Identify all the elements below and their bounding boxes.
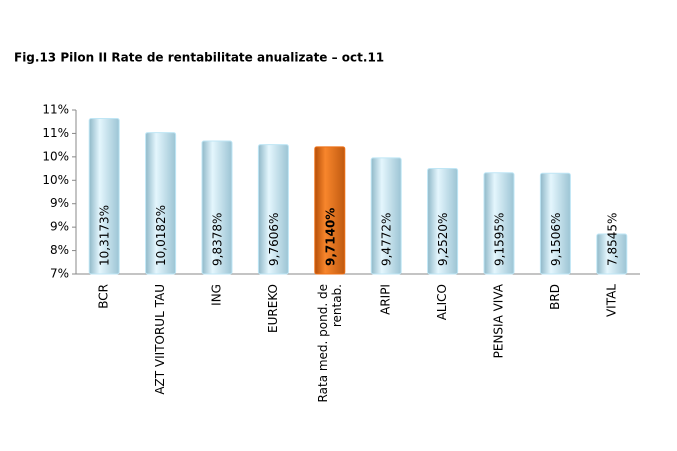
bar	[596, 233, 628, 275]
x-tick-label: AZT VIITORUL TAU	[153, 284, 167, 395]
bar	[427, 167, 459, 275]
bar	[483, 172, 515, 275]
y-tick-label: 8%	[50, 243, 69, 257]
y-tick-label: 10%	[42, 149, 69, 163]
value-label: 9,2520%	[436, 213, 450, 266]
x-tick-label: ING	[210, 284, 224, 306]
bar	[201, 140, 233, 275]
y-tick-label: 11%	[42, 126, 69, 140]
x-tick-label: VITAL	[604, 284, 618, 317]
x-tick-label: Rata med. pond. derentab.	[315, 284, 343, 402]
value-label: 10,3173%	[98, 205, 112, 266]
bar	[88, 118, 120, 275]
bar	[370, 157, 402, 275]
value-label: 9,7140%	[323, 208, 337, 266]
bar	[257, 144, 289, 275]
value-label: 9,1506%	[549, 213, 563, 266]
chart-title: Fig.13 Pilon II Rate de rentabilitate an…	[14, 51, 384, 65]
x-tick-label: BRD	[548, 284, 562, 310]
value-label: 9,8378%	[211, 213, 225, 266]
value-label: 9,1595%	[493, 213, 507, 266]
y-tick-label: 11%	[42, 103, 69, 117]
value-label: 7,8545%	[605, 213, 619, 266]
x-tick-label: ARIPI	[379, 284, 393, 315]
x-tick-label: PENSIA VIVA	[492, 283, 506, 358]
value-label: 10,0182%	[154, 205, 168, 266]
x-tick-label: EUREKO	[266, 284, 280, 333]
x-tick-label: BCR	[97, 284, 111, 309]
value-label: 9,7606%	[267, 213, 281, 266]
bar	[314, 146, 346, 275]
y-tick-label: 7%	[50, 267, 69, 281]
value-label: 9,4772%	[380, 213, 394, 266]
y-tick-label: 10%	[42, 173, 69, 187]
bar	[145, 132, 177, 275]
x-tick-label: ALICO	[435, 284, 449, 320]
bar	[539, 172, 571, 275]
y-tick-label: 9%	[50, 220, 69, 234]
y-tick-label: 9%	[50, 196, 69, 210]
